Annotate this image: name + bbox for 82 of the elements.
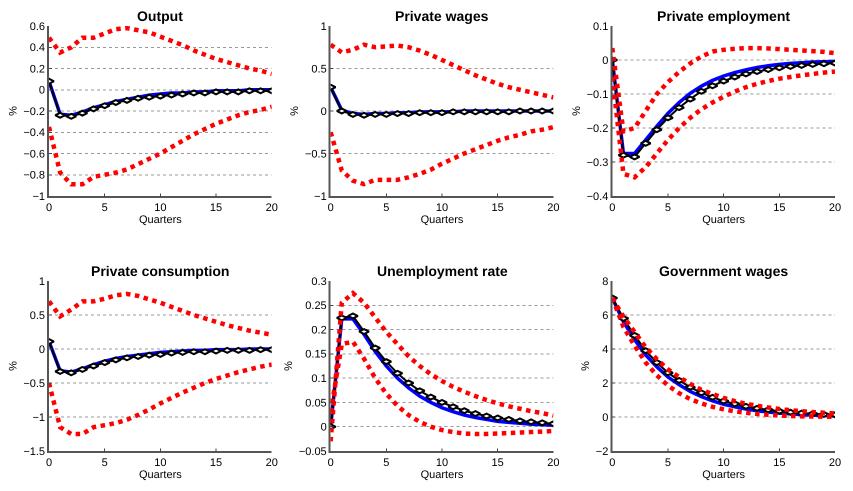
x-tick-label: 10 xyxy=(718,202,730,214)
x-tick-label: 5 xyxy=(102,202,108,214)
y-tick-label: 1 xyxy=(38,276,46,288)
y-tick-label: −1 xyxy=(32,190,46,203)
y-tick-label: −1.5 xyxy=(23,446,46,458)
x-tick-label: 20 xyxy=(547,456,560,469)
x-tick-label: 20 xyxy=(828,456,842,469)
y-axis-title: % xyxy=(283,360,296,371)
y-tick-label: 0.6 xyxy=(30,20,46,33)
x-tick-label: 20 xyxy=(547,202,560,214)
y-tick-label: 2 xyxy=(602,378,608,390)
y-axis-title: % xyxy=(580,360,592,371)
x-tick-label: 10 xyxy=(718,456,730,469)
x-tick-label: 5 xyxy=(383,456,390,469)
y-tick-label: 0.1 xyxy=(593,20,608,33)
y-tick-label: −0.5 xyxy=(23,378,46,390)
y-tick-label: −0.2 xyxy=(586,122,608,135)
x-tick-label: 10 xyxy=(154,202,166,214)
y-tick-label: 0.15 xyxy=(305,348,327,361)
chart-title: Private employment xyxy=(657,8,790,24)
y-tick-label: 0.3 xyxy=(311,276,327,288)
x-tick-label: 20 xyxy=(266,456,278,469)
y-tick-label: −0.1 xyxy=(586,88,608,101)
x-axis-title: Quarters xyxy=(138,468,182,481)
y-tick-label: −0.2 xyxy=(23,106,46,118)
x-tick-label: 5 xyxy=(664,456,672,469)
y-tick-label: 0 xyxy=(602,412,608,424)
x-tick-label: 20 xyxy=(828,202,842,214)
chart-title: Output xyxy=(137,8,184,24)
y-axis-title: % xyxy=(289,106,302,116)
y-tick-label: −0.8 xyxy=(23,170,46,182)
x-tick-label: 15 xyxy=(773,456,786,469)
y-axis-title: % xyxy=(570,106,583,116)
y-tick-label: 0.25 xyxy=(305,300,327,312)
y-tick-label: 1 xyxy=(320,20,327,33)
y-tick-label: −0.4 xyxy=(23,127,46,140)
x-tick-label: 10 xyxy=(436,456,448,469)
y-tick-label: −0.6 xyxy=(23,148,46,160)
y-tick-label: −0.05 xyxy=(298,446,327,458)
x-tick-label: 5 xyxy=(664,202,672,214)
x-tick-label: 5 xyxy=(102,456,108,469)
y-tick-label: 4 xyxy=(602,344,608,356)
x-axis-title: Quarters xyxy=(420,214,464,226)
y-tick-label: −1 xyxy=(32,412,46,424)
y-tick-label: −0.5 xyxy=(304,148,327,160)
y-tick-label: 0.1 xyxy=(311,372,327,385)
chart-title: Government wages xyxy=(659,263,788,279)
x-axis-title: Quarters xyxy=(138,214,182,226)
y-axis-title: % xyxy=(7,360,20,371)
x-axis-title: Quarters xyxy=(702,468,746,481)
y-tick-label: −0.4 xyxy=(586,190,608,203)
x-tick-label: 10 xyxy=(154,456,166,469)
y-axis-title: % xyxy=(7,106,20,116)
x-tick-label: 15 xyxy=(492,202,504,214)
y-tick-label: 0 xyxy=(320,106,327,118)
y-tick-label: −2 xyxy=(596,446,608,458)
x-tick-label: 15 xyxy=(773,202,786,214)
x-axis-title: Quarters xyxy=(702,214,746,226)
chart-title: Unemployment rate xyxy=(377,263,508,279)
chart-title: Private wages xyxy=(395,8,489,24)
y-tick-label: 0.2 xyxy=(30,63,46,76)
y-tick-label: 8 xyxy=(602,276,608,288)
x-tick-label: 15 xyxy=(210,202,222,214)
y-tick-label: 0.5 xyxy=(30,310,46,322)
x-tick-label: 15 xyxy=(492,456,504,469)
y-tick-label: −1 xyxy=(314,190,327,203)
y-tick-label: 0.5 xyxy=(311,63,327,76)
y-tick-label: 0.2 xyxy=(311,324,327,336)
x-tick-label: 15 xyxy=(210,456,222,469)
y-tick-label: 6 xyxy=(602,310,608,322)
y-tick-label: 0 xyxy=(38,344,46,356)
x-axis-title: Quarters xyxy=(420,468,464,481)
y-tick-label: 0.4 xyxy=(30,42,46,54)
y-tick-label: 0 xyxy=(38,84,46,97)
x-tick-label: 5 xyxy=(383,202,390,214)
y-tick-label: −0.3 xyxy=(586,156,608,169)
y-tick-label: 0 xyxy=(602,54,608,67)
x-tick-label: 20 xyxy=(266,202,278,214)
y-tick-label: 0.05 xyxy=(305,397,327,410)
x-tick-label: 10 xyxy=(436,202,448,214)
chart-title: Private consumption xyxy=(91,263,230,279)
y-tick-label: 0 xyxy=(320,422,327,434)
